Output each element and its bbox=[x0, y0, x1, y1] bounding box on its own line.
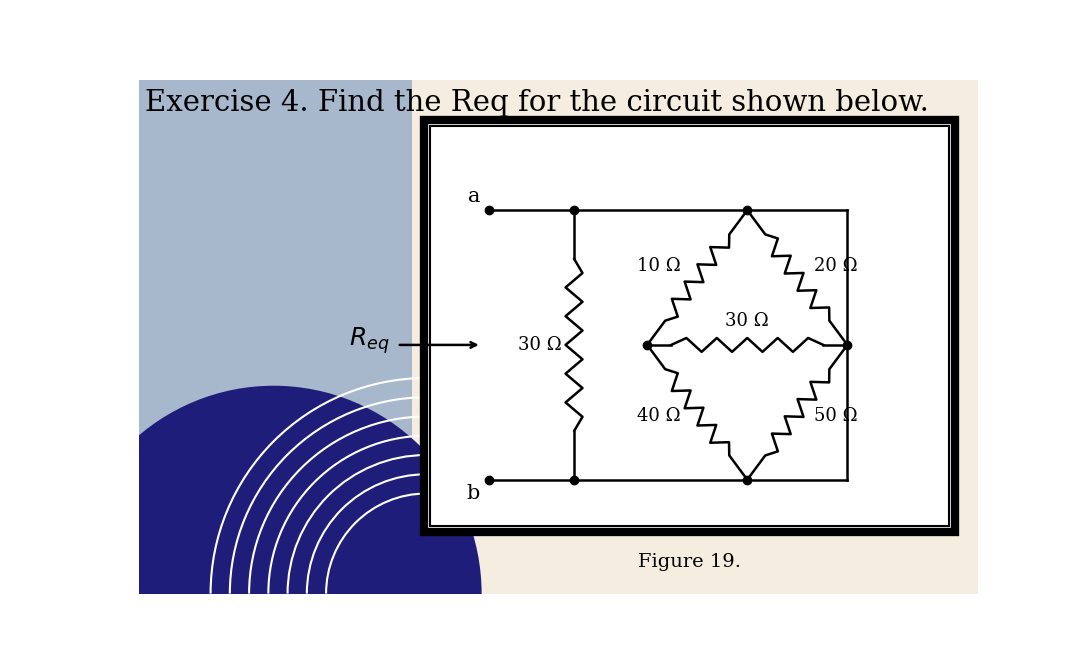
Bar bbox=[140, 80, 412, 594]
Wedge shape bbox=[105, 0, 412, 80]
Text: Figure 19.: Figure 19. bbox=[638, 552, 741, 570]
Circle shape bbox=[65, 386, 482, 667]
Text: 10 Ω: 10 Ω bbox=[637, 257, 680, 275]
Bar bbox=[431, 126, 949, 526]
Bar bbox=[424, 120, 955, 532]
Text: Exercise 4. Find the Req for the circuit shown below.: Exercise 4. Find the Req for the circuit… bbox=[145, 89, 929, 117]
Text: 30 Ω: 30 Ω bbox=[518, 336, 561, 354]
Text: 30 Ω: 30 Ω bbox=[726, 311, 770, 329]
Text: $R_{eq}$: $R_{eq}$ bbox=[349, 325, 389, 356]
Text: 50 Ω: 50 Ω bbox=[814, 407, 858, 425]
Text: 20 Ω: 20 Ω bbox=[814, 257, 858, 275]
Text: 40 Ω: 40 Ω bbox=[637, 407, 680, 425]
Text: a: a bbox=[468, 187, 480, 206]
Text: b: b bbox=[467, 484, 480, 502]
